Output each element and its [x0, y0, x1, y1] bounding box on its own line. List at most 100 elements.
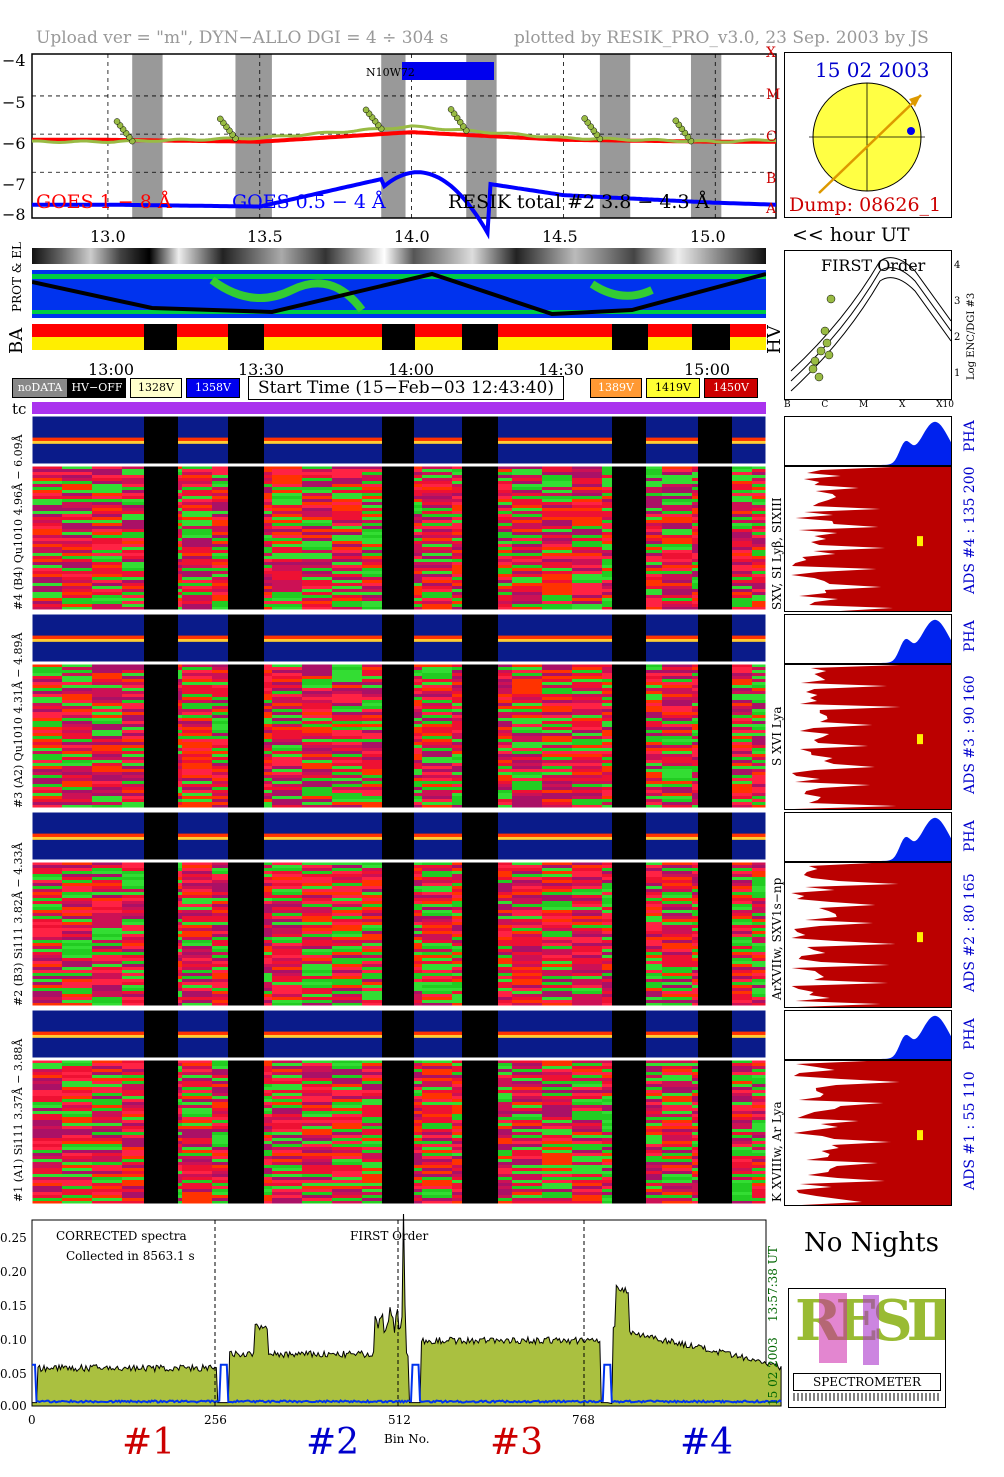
hv-box-1328: 1328V — [130, 378, 182, 398]
ads-1-label: ADS #1 : 55 110 — [962, 1071, 978, 1190]
hv-box-nodata: noDATA — [12, 378, 68, 398]
pha-histogram — [784, 416, 952, 466]
spec-ytick: 0.25 — [0, 1231, 27, 1245]
logo-spectrometer: SPECTROMETER — [793, 1373, 941, 1391]
channel-1-lines: K XVIIIw, Ar Lya — [770, 1101, 784, 1202]
spectrogram-panel — [32, 1060, 766, 1204]
fo-ytick: 4 — [954, 260, 961, 271]
spec-ytick: 0.05 — [0, 1367, 27, 1381]
data-gap — [132, 54, 163, 218]
ba-status-strip — [32, 324, 766, 350]
pha-1-label: PHA — [962, 1018, 978, 1050]
orbit-map-strip — [32, 270, 766, 318]
spectrum-chart: CORRECTED spectra Collected in 8563.1 s … — [0, 1214, 782, 1463]
spec-xtick: 0 — [28, 1413, 36, 1427]
hv-label: HV — [764, 325, 785, 354]
channel-2-lines: ArXVIIw, SXV1s−np — [770, 877, 784, 1000]
logo-magenta-bar — [819, 1293, 847, 1363]
time-tick: 14:30 — [538, 360, 585, 379]
fo-ytick: 1 — [954, 368, 961, 379]
spec-xtick: 256 — [204, 1413, 227, 1427]
legend-goes-long: GOES 1 − 8 Å — [36, 191, 172, 213]
resik-point — [447, 106, 455, 113]
time-tick: 15:00 — [684, 360, 731, 379]
spectrogram-panel — [32, 664, 766, 808]
channel-3-lines: S XVI Lya — [770, 706, 784, 767]
spec-ytick: 0.10 — [0, 1333, 27, 1347]
group-label-3: #3 — [490, 1422, 543, 1463]
spec-xtick: 512 — [388, 1413, 411, 1427]
goes-lightcurve-chart: N10W72 −4 −5 −6 −7 −8 GOES 1 − 8 Å GOES … — [2, 51, 777, 246]
spec-xtick: 768 — [572, 1413, 595, 1427]
hv-box-1389: 1389V — [590, 378, 642, 398]
hv-box-1419: 1419V — [646, 378, 700, 398]
first-order-panel: FIRST Order — [784, 250, 952, 400]
legend-resik-total: RESIK total #2 3.8 − 4.3 Å — [448, 191, 710, 213]
channel-2-label: #2 (B3) Si111 3.82Å − 4.33Å — [12, 842, 25, 1006]
hv-box-1450: 1450V — [704, 378, 758, 398]
first-order-yticks: 4 3 2 1 — [954, 248, 960, 392]
pha-histogram — [784, 1010, 952, 1060]
orbit-map-svg — [32, 271, 766, 317]
spec-ytick: 0.15 — [0, 1299, 27, 1313]
spectrum-note3: FIRST Order — [350, 1229, 428, 1243]
pha-2-label: PHA — [962, 820, 978, 852]
time-tick: 13:30 — [238, 360, 285, 379]
group-label-1: #1 — [122, 1422, 175, 1463]
spectrogram-panel — [32, 862, 766, 1006]
ads-2-label: ADS #2 : 80 165 — [962, 873, 978, 992]
pha-time-panel — [32, 812, 766, 860]
goes-xtick: 15.0 — [690, 227, 726, 246]
orbit-track — [32, 271, 766, 317]
flare-label: N10W72 — [366, 66, 415, 79]
resik-logo: RESIK SPECTROMETER — [788, 1288, 946, 1408]
group-label-4: #4 — [680, 1422, 733, 1463]
pha-4-label: PHA — [962, 420, 978, 452]
data-gap — [381, 54, 406, 218]
first-order-curve — [790, 277, 952, 392]
attitude-strip — [32, 248, 766, 264]
resik-point — [362, 106, 370, 114]
ads-3-label: ADS #3 : 90 160 — [962, 675, 978, 794]
spectrum-time: 13:57:38 UT — [766, 1246, 780, 1322]
first-order-title: FIRST Order — [821, 256, 926, 275]
channel-3-label: #3 (A2) Qu1010 4.31Å − 4.89Å — [12, 632, 25, 808]
first-order-xticks: B C M X X10 — [784, 400, 954, 410]
fo-ytick: 3 — [954, 296, 961, 307]
group-label-2: #2 — [306, 1422, 359, 1463]
sun-axis-arrow — [818, 94, 922, 194]
header-upload-info: Upload ver = "m", DYN−ALLO DGI = 4 ÷ 304… — [36, 28, 449, 48]
ads-histogram — [784, 664, 952, 810]
spectrum-blue-line — [32, 1363, 782, 1404]
time-tick: 13:00 — [88, 360, 135, 379]
ba-label: BA — [6, 327, 27, 354]
goes-class-m: M — [766, 87, 781, 103]
spectrum-area — [31, 1214, 782, 1407]
sun-arrow-head — [909, 95, 921, 107]
goes-ytick: −7 — [2, 175, 26, 194]
time-tick: 14:00 — [388, 360, 435, 379]
sun-date: 15 02 2003 — [815, 58, 930, 82]
resik-point — [113, 118, 121, 125]
fo-xtick: B — [784, 400, 791, 410]
sun-disk-panel: 15 02 2003 Dump: 08626_1 — [784, 52, 952, 218]
ads-histogram — [784, 466, 952, 612]
logo-purple-bar — [863, 1295, 879, 1365]
pha-histogram — [784, 812, 952, 862]
channel-4-lines: SXV, SI Lyβ, SIXIII — [770, 497, 784, 610]
sun-dump-id: Dump: 08626_1 — [789, 194, 941, 216]
spectrogram-panel — [32, 466, 766, 610]
resik-point — [581, 115, 588, 122]
fo-xtick: X — [898, 400, 906, 410]
goes-ytick: −6 — [2, 134, 26, 153]
resik-point — [672, 117, 680, 124]
goes-class-a: A — [766, 201, 777, 217]
flare-location-dot — [907, 127, 915, 135]
channel-1-label: #1 (A1) Si111 3.37Å − 3.88Å — [12, 1038, 25, 1202]
tc-label: tc — [12, 400, 27, 418]
spec-ytick: 0.00 — [0, 1399, 27, 1413]
spec-ytick: 0.20 — [0, 1265, 27, 1279]
hv-box-1358: 1358V — [186, 378, 240, 398]
data-gap — [599, 54, 631, 218]
sun-disk-svg: 15 02 2003 Dump: 08626_1 — [789, 58, 941, 216]
